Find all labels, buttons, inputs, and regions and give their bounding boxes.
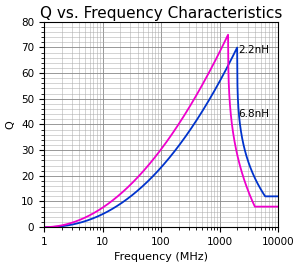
Y-axis label: Q: Q	[6, 120, 16, 129]
Text: 2.2nH: 2.2nH	[238, 44, 269, 55]
Title: Q vs. Frequency Characteristics: Q vs. Frequency Characteristics	[40, 6, 282, 21]
Text: 6.8nH: 6.8nH	[238, 109, 269, 119]
X-axis label: Frequency (MHz): Frequency (MHz)	[114, 252, 208, 262]
